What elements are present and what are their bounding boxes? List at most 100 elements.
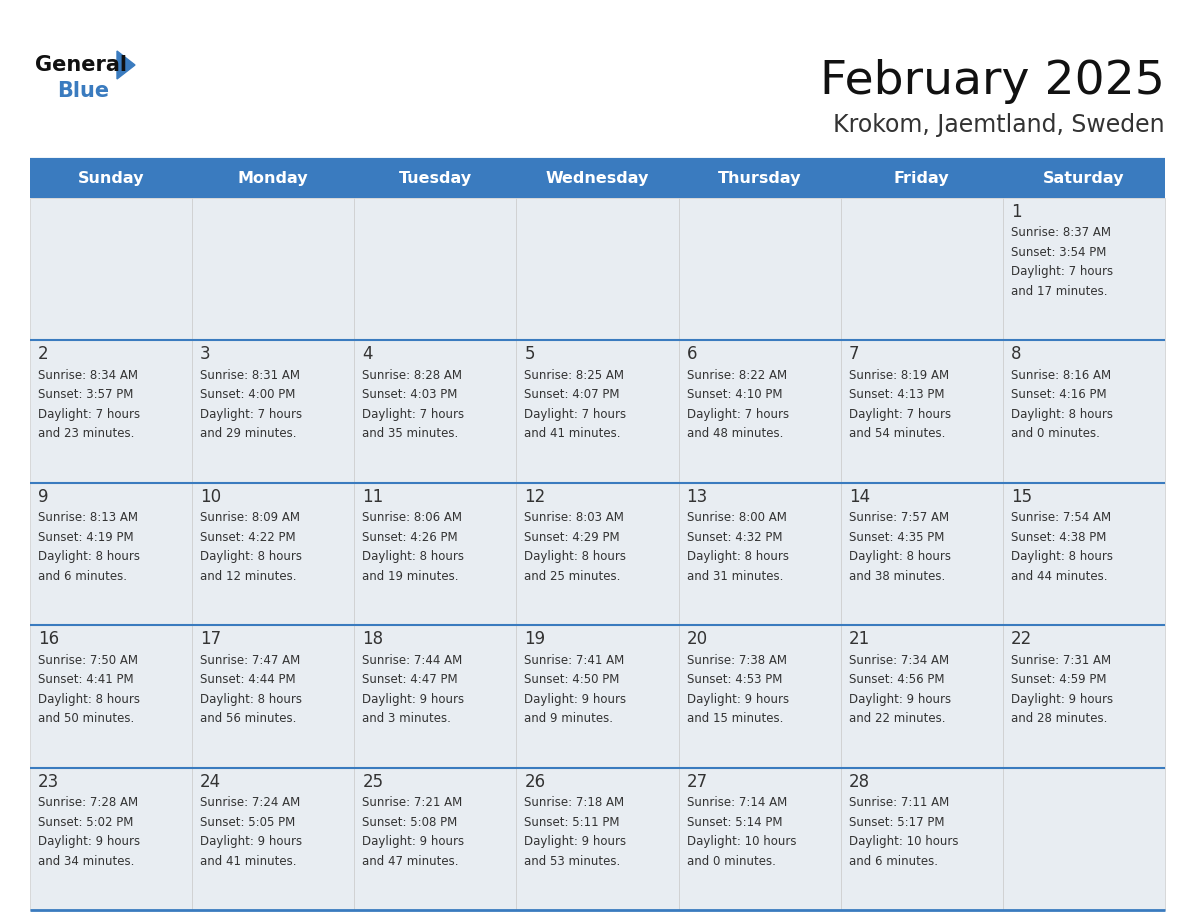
- Bar: [30, 160, 192, 198]
- Text: Sunset: 5:02 PM: Sunset: 5:02 PM: [38, 815, 133, 829]
- Text: Daylight: 9 hours: Daylight: 9 hours: [38, 835, 140, 848]
- Text: Wednesday: Wednesday: [545, 172, 649, 186]
- Text: and 54 minutes.: and 54 minutes.: [848, 428, 946, 441]
- Text: Sunset: 5:08 PM: Sunset: 5:08 PM: [362, 815, 457, 829]
- Text: and 0 minutes.: and 0 minutes.: [687, 855, 776, 868]
- Text: 2: 2: [38, 345, 49, 364]
- Text: Sunrise: 8:06 AM: Sunrise: 8:06 AM: [362, 511, 462, 524]
- Text: Daylight: 8 hours: Daylight: 8 hours: [848, 550, 950, 564]
- Text: Daylight: 7 hours: Daylight: 7 hours: [687, 408, 789, 420]
- Text: and 19 minutes.: and 19 minutes.: [362, 570, 459, 583]
- Bar: [1003, 160, 1165, 198]
- Text: 10: 10: [200, 487, 221, 506]
- Bar: [841, 625, 1003, 767]
- Text: Daylight: 8 hours: Daylight: 8 hours: [38, 693, 140, 706]
- Text: Sunset: 5:17 PM: Sunset: 5:17 PM: [848, 815, 944, 829]
- Text: Sunset: 5:11 PM: Sunset: 5:11 PM: [524, 815, 620, 829]
- Text: Sunrise: 7:28 AM: Sunrise: 7:28 AM: [38, 796, 138, 809]
- Text: Sunset: 5:14 PM: Sunset: 5:14 PM: [687, 815, 782, 829]
- Text: Sunset: 4:03 PM: Sunset: 4:03 PM: [362, 388, 457, 401]
- Text: 26: 26: [524, 773, 545, 790]
- Text: Sunrise: 8:09 AM: Sunrise: 8:09 AM: [200, 511, 301, 524]
- Text: and 0 minutes.: and 0 minutes.: [1011, 428, 1100, 441]
- Text: Sunset: 4:00 PM: Sunset: 4:00 PM: [200, 388, 296, 401]
- Text: Sunset: 4:50 PM: Sunset: 4:50 PM: [524, 673, 620, 686]
- Text: Daylight: 8 hours: Daylight: 8 hours: [38, 550, 140, 564]
- Text: Daylight: 10 hours: Daylight: 10 hours: [848, 835, 959, 848]
- Text: and 34 minutes.: and 34 minutes.: [38, 855, 134, 868]
- Text: Daylight: 7 hours: Daylight: 7 hours: [1011, 265, 1113, 278]
- Text: and 50 minutes.: and 50 minutes.: [38, 712, 134, 725]
- Text: 16: 16: [38, 630, 59, 648]
- Bar: [30, 625, 192, 767]
- Bar: [192, 160, 354, 198]
- Bar: [678, 341, 841, 483]
- Text: 18: 18: [362, 630, 384, 648]
- Text: Daylight: 9 hours: Daylight: 9 hours: [362, 693, 465, 706]
- Bar: [517, 198, 678, 341]
- Text: Daylight: 7 hours: Daylight: 7 hours: [38, 408, 140, 420]
- Text: Daylight: 8 hours: Daylight: 8 hours: [524, 550, 626, 564]
- Text: Sunrise: 7:24 AM: Sunrise: 7:24 AM: [200, 796, 301, 809]
- Text: Sunset: 4:07 PM: Sunset: 4:07 PM: [524, 388, 620, 401]
- Bar: [841, 767, 1003, 910]
- Text: Sunrise: 8:16 AM: Sunrise: 8:16 AM: [1011, 369, 1111, 382]
- Text: 6: 6: [687, 345, 697, 364]
- Text: Sunset: 4:32 PM: Sunset: 4:32 PM: [687, 531, 782, 543]
- Text: Sunrise: 7:34 AM: Sunrise: 7:34 AM: [848, 654, 949, 666]
- Text: 4: 4: [362, 345, 373, 364]
- Text: 19: 19: [524, 630, 545, 648]
- Text: Daylight: 9 hours: Daylight: 9 hours: [524, 693, 626, 706]
- Text: and 29 minutes.: and 29 minutes.: [200, 428, 297, 441]
- Bar: [354, 341, 517, 483]
- Text: Sunrise: 7:38 AM: Sunrise: 7:38 AM: [687, 654, 786, 666]
- Text: Sunrise: 8:28 AM: Sunrise: 8:28 AM: [362, 369, 462, 382]
- Text: Sunset: 4:35 PM: Sunset: 4:35 PM: [848, 531, 944, 543]
- Bar: [30, 341, 192, 483]
- Text: Daylight: 7 hours: Daylight: 7 hours: [200, 408, 302, 420]
- Text: Monday: Monday: [238, 172, 309, 186]
- Text: Daylight: 9 hours: Daylight: 9 hours: [362, 835, 465, 848]
- Text: Sunrise: 8:03 AM: Sunrise: 8:03 AM: [524, 511, 625, 524]
- Text: Sunset: 4:47 PM: Sunset: 4:47 PM: [362, 673, 457, 686]
- Bar: [841, 483, 1003, 625]
- Text: and 31 minutes.: and 31 minutes.: [687, 570, 783, 583]
- Text: Daylight: 8 hours: Daylight: 8 hours: [1011, 408, 1113, 420]
- Text: Sunrise: 7:50 AM: Sunrise: 7:50 AM: [38, 654, 138, 666]
- Bar: [678, 198, 841, 341]
- Text: Sunset: 3:54 PM: Sunset: 3:54 PM: [1011, 246, 1106, 259]
- Text: and 23 minutes.: and 23 minutes.: [38, 428, 134, 441]
- Bar: [1003, 625, 1165, 767]
- Text: 25: 25: [362, 773, 384, 790]
- Bar: [517, 160, 678, 198]
- Text: Sunrise: 7:31 AM: Sunrise: 7:31 AM: [1011, 654, 1111, 666]
- Bar: [517, 341, 678, 483]
- Text: Daylight: 8 hours: Daylight: 8 hours: [200, 693, 302, 706]
- Text: Thursday: Thursday: [718, 172, 802, 186]
- Text: Sunset: 5:05 PM: Sunset: 5:05 PM: [200, 815, 296, 829]
- Text: and 22 minutes.: and 22 minutes.: [848, 712, 946, 725]
- Text: Daylight: 9 hours: Daylight: 9 hours: [687, 693, 789, 706]
- Text: 1: 1: [1011, 203, 1022, 221]
- Text: 15: 15: [1011, 487, 1032, 506]
- Text: Sunrise: 8:34 AM: Sunrise: 8:34 AM: [38, 369, 138, 382]
- Text: and 44 minutes.: and 44 minutes.: [1011, 570, 1107, 583]
- Text: 14: 14: [848, 487, 870, 506]
- Bar: [678, 767, 841, 910]
- Polygon shape: [116, 51, 135, 79]
- Text: Sunrise: 7:21 AM: Sunrise: 7:21 AM: [362, 796, 462, 809]
- Text: Sunrise: 8:13 AM: Sunrise: 8:13 AM: [38, 511, 138, 524]
- Bar: [192, 625, 354, 767]
- Bar: [841, 198, 1003, 341]
- Text: and 15 minutes.: and 15 minutes.: [687, 712, 783, 725]
- Text: Sunrise: 8:00 AM: Sunrise: 8:00 AM: [687, 511, 786, 524]
- Bar: [30, 767, 192, 910]
- Text: Sunrise: 8:25 AM: Sunrise: 8:25 AM: [524, 369, 625, 382]
- Text: and 12 minutes.: and 12 minutes.: [200, 570, 297, 583]
- Bar: [1003, 483, 1165, 625]
- Text: Sunset: 4:13 PM: Sunset: 4:13 PM: [848, 388, 944, 401]
- Bar: [354, 160, 517, 198]
- Bar: [678, 483, 841, 625]
- Text: and 56 minutes.: and 56 minutes.: [200, 712, 297, 725]
- Text: Krokom, Jaemtland, Sweden: Krokom, Jaemtland, Sweden: [833, 113, 1165, 137]
